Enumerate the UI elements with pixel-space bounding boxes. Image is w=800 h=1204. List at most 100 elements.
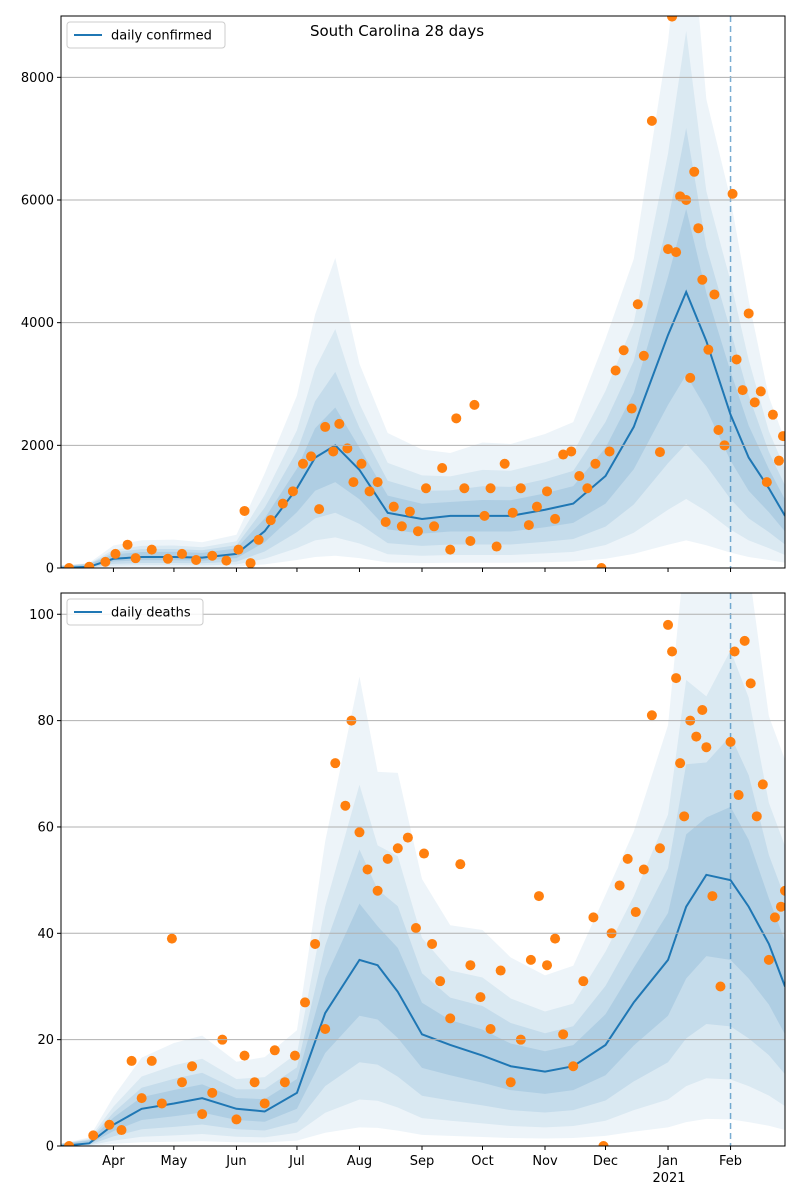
data-point xyxy=(334,418,345,429)
data-point xyxy=(773,455,784,466)
data-point xyxy=(84,561,95,568)
x-tick-label: Dec xyxy=(593,1154,618,1169)
data-point xyxy=(671,673,682,684)
data-point xyxy=(632,299,643,310)
data-point xyxy=(542,486,553,497)
data-point xyxy=(523,520,534,531)
data-point xyxy=(733,790,744,801)
legend-box xyxy=(66,21,226,49)
data-point xyxy=(207,550,218,561)
y-tick-label: 20 xyxy=(37,1033,54,1048)
data-point xyxy=(116,1125,127,1136)
data-point xyxy=(437,463,448,474)
y-tick-label: 6000 xyxy=(21,194,54,209)
data-point xyxy=(533,891,544,902)
x-tick-label: Oct xyxy=(471,1154,493,1169)
data-point xyxy=(596,563,607,568)
data-point xyxy=(392,843,403,854)
data-point xyxy=(396,521,407,532)
data-point xyxy=(320,1024,331,1035)
data-point xyxy=(578,976,589,987)
data-point xyxy=(525,954,536,965)
data-point xyxy=(249,1077,260,1088)
uncertainty-band-1 xyxy=(61,806,785,1146)
data-point xyxy=(542,960,553,971)
data-point xyxy=(354,827,365,838)
data-point xyxy=(691,731,702,742)
axes-frame xyxy=(60,592,786,1147)
y-tick-label: 8000 xyxy=(21,71,54,86)
x-tick-label: Jul xyxy=(288,1154,305,1169)
data-point xyxy=(445,544,456,555)
data-point xyxy=(197,1109,208,1120)
data-point xyxy=(485,1024,496,1035)
axes-frame xyxy=(60,15,786,569)
data-point xyxy=(745,678,756,689)
data-point xyxy=(162,553,173,564)
data-point xyxy=(207,1087,218,1098)
x-tick-label: Aug xyxy=(347,1154,372,1169)
data-point xyxy=(469,399,480,410)
data-point xyxy=(693,223,704,234)
data-point xyxy=(410,922,421,933)
y-tick-label: 100 xyxy=(29,608,54,623)
data-point xyxy=(372,477,383,488)
uncertainty-band-2 xyxy=(61,127,785,568)
data-point xyxy=(566,446,577,457)
data-point xyxy=(491,541,502,552)
data-point xyxy=(697,274,708,285)
uncertainty-band-2 xyxy=(61,735,785,1146)
data-point xyxy=(231,1114,242,1125)
y-tick-label: 0 xyxy=(46,1140,54,1155)
data-point xyxy=(709,289,720,300)
panel-deaths: 0 20 40 60 80 100 Apr May Jun Jul Aug Sep Oct Nov Dec J… xyxy=(29,592,786,1169)
data-point xyxy=(239,1050,250,1061)
data-point xyxy=(364,486,375,497)
data-point xyxy=(780,885,785,896)
data-point xyxy=(485,483,496,494)
data-point xyxy=(574,471,585,481)
data-point xyxy=(703,344,714,355)
data-point xyxy=(499,458,510,469)
data-point xyxy=(550,933,561,944)
data-point xyxy=(342,443,353,454)
data-point xyxy=(715,981,726,992)
panel-confirmed: 0 2000 4000 6000 8000 daily confirmed xyxy=(21,15,786,577)
data-point xyxy=(239,505,250,516)
data-point xyxy=(421,483,432,494)
data-point xyxy=(314,504,325,515)
data-point xyxy=(435,976,446,987)
data-point xyxy=(755,386,766,397)
data-point xyxy=(646,115,657,126)
data-point xyxy=(590,458,601,469)
y-tick-label: 0 xyxy=(46,562,54,577)
legend: daily confirmed xyxy=(66,21,226,49)
data-point xyxy=(737,385,748,396)
data-point xyxy=(402,832,413,843)
data-point xyxy=(233,544,244,555)
data-point xyxy=(465,536,476,547)
data-point xyxy=(769,912,780,923)
year-label: 2021 xyxy=(652,1171,685,1186)
data-point xyxy=(328,446,339,457)
data-point xyxy=(725,736,736,747)
data-point xyxy=(731,354,742,365)
data-point xyxy=(495,965,506,976)
data-point xyxy=(729,646,740,657)
data-point xyxy=(104,1119,115,1130)
x-tick-label: Nov xyxy=(532,1154,558,1169)
legend-box xyxy=(66,598,204,626)
data-point xyxy=(767,409,778,420)
data-point xyxy=(404,506,415,517)
data-point xyxy=(126,1055,137,1066)
data-point xyxy=(626,403,637,414)
data-point xyxy=(739,635,750,646)
data-point xyxy=(330,758,341,769)
legend: daily deaths xyxy=(66,598,204,626)
data-point xyxy=(64,1141,75,1146)
data-point xyxy=(689,166,700,177)
y-tick-label: 80 xyxy=(37,714,54,729)
data-point xyxy=(287,486,298,497)
data-point xyxy=(177,1077,188,1088)
data-point xyxy=(427,938,438,949)
